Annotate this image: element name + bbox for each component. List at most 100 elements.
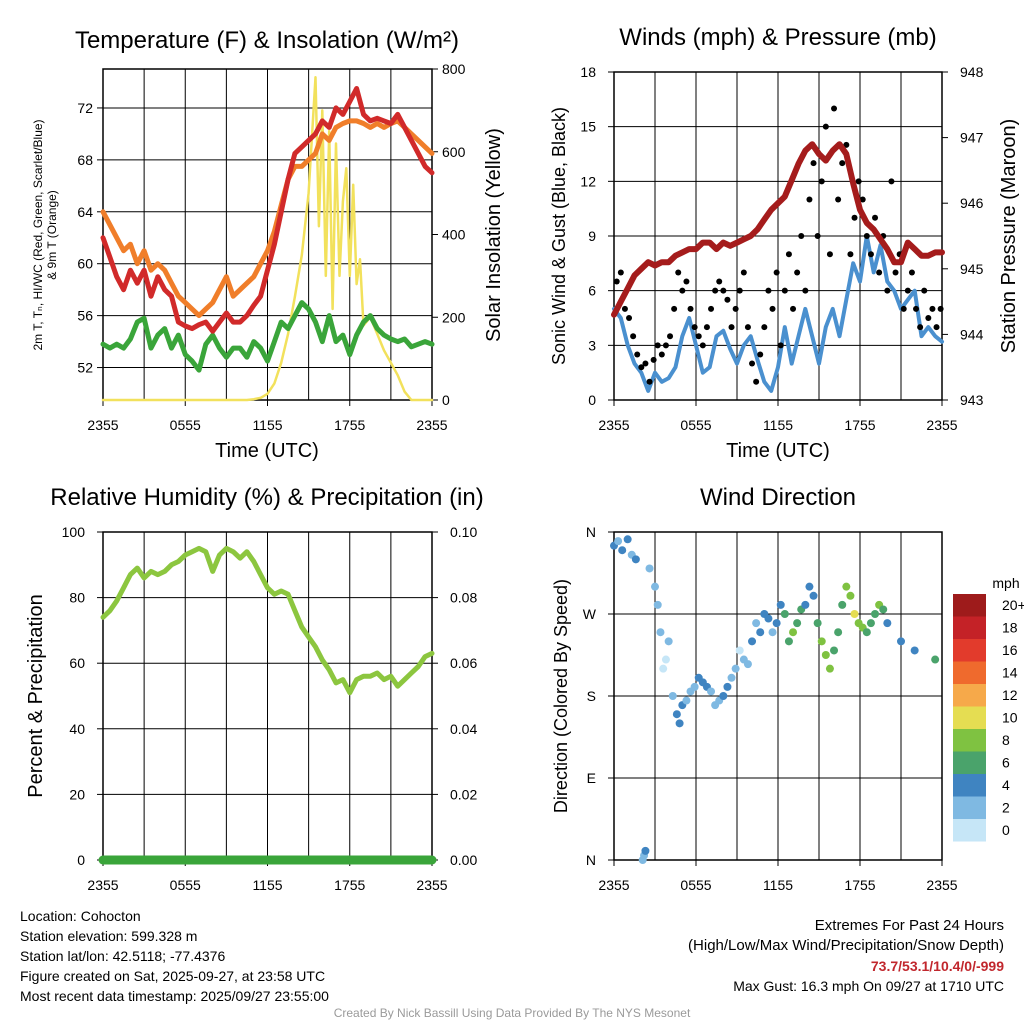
wind-gust-point <box>859 196 866 203</box>
wdir-point <box>653 600 662 609</box>
rh-xtick-label: 1155 <box>252 877 282 893</box>
wind-gust-point <box>699 342 706 349</box>
temp-xtick-label: 2355 <box>416 417 447 433</box>
rh-panel: 2355 0555 1155 1755 2355 Relative Humidity (%… <box>25 484 484 893</box>
wind-gust-point <box>687 305 694 312</box>
wdir-title: Wind Direction <box>700 484 856 511</box>
wdir-point <box>735 646 744 655</box>
rh-ytick-label-left: 80 <box>69 590 85 606</box>
temp-ylabel-left-1: 2m T, Tₙ, HI/WC (Red, Green, Scarlet/Blu… <box>31 119 45 350</box>
wind-title: Winds (mph) & Pressure (mb) <box>619 24 936 51</box>
latlon-text: Station lat/lon: 42.5118; -77.4376 <box>20 948 226 964</box>
wdir-point <box>931 655 940 664</box>
wdir-point <box>846 591 855 600</box>
colorbar-title: mph <box>992 575 1019 591</box>
wdir-point <box>756 628 765 637</box>
wind-gust-point <box>904 287 911 294</box>
wind-gust-point <box>695 333 702 340</box>
rh-xtick-label: 2355 <box>87 877 118 893</box>
rh-ytick-label-left: 100 <box>62 524 86 540</box>
wind-gust-point <box>814 233 821 239</box>
station-info: Location: Cohocton Station elevation: 59… <box>20 906 329 1006</box>
wind-gust-point <box>642 360 649 367</box>
wdir-point <box>661 655 670 664</box>
wdir-point <box>821 651 830 659</box>
extremes-subtitle: (High/Low/Max Wind/Precipitation/Snow De… <box>688 937 1004 954</box>
wind-ytick-label-left: 18 <box>580 64 596 80</box>
wind-gust-point <box>790 305 797 312</box>
wind-gust-point <box>855 178 862 185</box>
wdir-point <box>727 673 736 682</box>
wdir-point <box>672 710 681 719</box>
wind-gust-point <box>913 305 920 312</box>
wdir-point <box>719 692 728 700</box>
wind-ytick-label-right: 944 <box>960 326 984 342</box>
wind-gust-point <box>831 105 838 112</box>
wind-gust-point <box>867 251 874 258</box>
wind-xtick-label: 0555 <box>680 417 711 433</box>
wind-gust-point <box>781 287 788 294</box>
rh-title: Relative Humidity (%) & Precipitation (i… <box>50 484 483 511</box>
wdir-point <box>780 610 789 618</box>
wdir-point <box>866 619 875 628</box>
colorbar-cell <box>953 639 986 662</box>
wdir-point <box>731 664 740 673</box>
wdir-xtick-label: 0555 <box>680 877 711 893</box>
wind-gust-point <box>744 324 751 331</box>
temp-ytick-label-left: 64 <box>77 204 93 220</box>
wind-gust-point <box>806 196 813 203</box>
wdir-point <box>623 535 632 544</box>
wind-gust-point <box>818 178 825 185</box>
wind-ytick-label-left: 12 <box>580 173 596 189</box>
temp-ylabel-right: Solar Insolation (Yellow) <box>483 128 505 342</box>
wind-ytick-label-left: 0 <box>588 392 596 408</box>
wind-gust-point <box>847 251 854 258</box>
wdir-point <box>707 687 716 696</box>
wdir-point <box>825 664 834 673</box>
temp-xtick-label: 1755 <box>334 417 365 433</box>
wind-ytick-label-right: 945 <box>960 261 984 277</box>
temp-ylabel-left-2: & 9m T (Orange) <box>45 190 59 280</box>
wind-gust-point <box>822 123 829 130</box>
rh-ytick-label-left: 0 <box>77 852 85 868</box>
wind-gust-point <box>810 160 817 167</box>
wind-gust-point <box>630 333 637 340</box>
wind-gust-point <box>703 324 710 331</box>
wind-ylabel-right: Station Pressure (Maroon) <box>998 119 1020 354</box>
wdir-point <box>748 637 757 646</box>
created-text: Figure created on Sat, 2025-09-27, at 23… <box>20 968 326 984</box>
extremes-title: Extremes For Past 24 Hours <box>814 917 1004 934</box>
wind-xlabel: Time (UTC) <box>726 440 830 462</box>
wind-gust-point <box>671 305 678 312</box>
wind-gust-point <box>679 287 686 294</box>
wind-gust-point <box>929 305 936 312</box>
wdir-point <box>842 582 851 591</box>
wdir-xtick-label: 1755 <box>844 877 875 893</box>
wind-panel: 2355 0555 1155 1755 2355 Winds (mph) & Pressu… <box>549 24 1020 462</box>
colorbar-label: 12 <box>1002 687 1018 703</box>
wind-xtick-label: 2355 <box>926 417 957 433</box>
wind-ytick-label-right: 943 <box>960 392 984 408</box>
temp-series-line <box>100 300 435 373</box>
wind-gust-point <box>708 305 715 312</box>
colorbar-label: 16 <box>1002 642 1018 658</box>
temp-ytick-label-left: 60 <box>77 256 93 272</box>
wdir-point <box>830 646 839 655</box>
extremes-values: 73.7/53.1/10.4/0/-999 <box>870 958 1004 974</box>
wdir-point <box>910 646 919 655</box>
rh-humidity-line <box>100 545 435 696</box>
wind-gust-point <box>900 305 907 312</box>
wind-gust-point <box>876 269 883 276</box>
location-text: Location: Cohocton <box>20 908 141 924</box>
wdir-point <box>723 682 732 691</box>
wind-gust-point <box>662 342 669 349</box>
rh-xtick-label: 2355 <box>416 877 447 893</box>
wdir-point <box>772 619 781 628</box>
wdir-point <box>675 719 684 728</box>
wind-ytick-label-right: 947 <box>960 130 984 146</box>
temp-ytick-label-right: 200 <box>442 309 466 325</box>
wdir-xtick-label: 2355 <box>598 877 629 893</box>
wind-gust-point <box>777 342 784 349</box>
colorbar-cell <box>953 819 986 842</box>
wind-gust-point <box>835 196 842 203</box>
